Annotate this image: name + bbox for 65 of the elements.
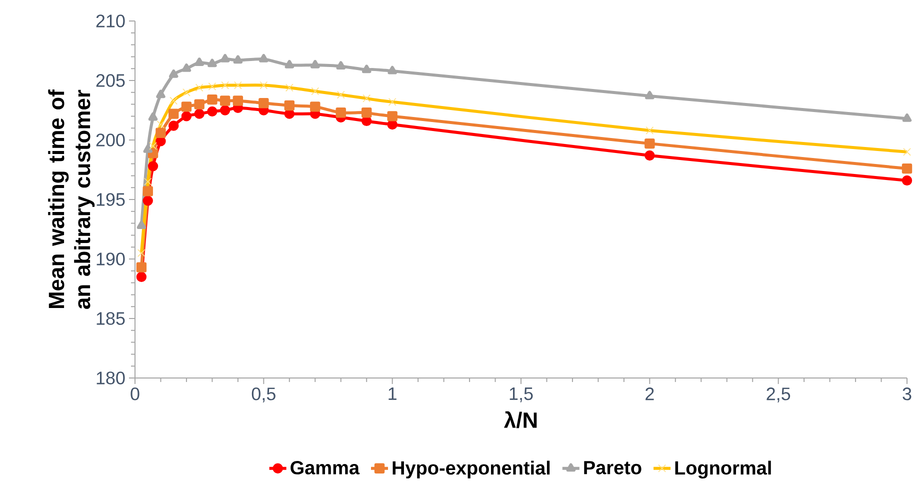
x-tick-label: 0 <box>130 388 140 400</box>
y-axis-title: Mean waiting time of an abitrary customer <box>48 89 95 309</box>
x-axis-title: λ/N <box>504 411 537 428</box>
point <box>644 138 655 149</box>
x-tick-label: 1,5 <box>510 388 533 402</box>
point <box>336 61 346 70</box>
point <box>136 220 146 229</box>
point <box>310 60 320 68</box>
point <box>902 163 912 174</box>
point <box>168 108 179 119</box>
legend-label: Hypo-exponential <box>392 460 550 478</box>
x-tick-label: 1 <box>388 388 396 400</box>
point <box>902 175 912 186</box>
point <box>142 186 153 196</box>
point <box>233 55 243 64</box>
point <box>284 60 294 68</box>
point <box>182 63 192 72</box>
point <box>207 106 218 117</box>
x-tick-label: 2,5 <box>766 388 790 402</box>
y-tick-label: 205 <box>96 74 125 87</box>
legend-label: Gamma <box>290 460 360 474</box>
point <box>148 161 158 172</box>
x-tick-label: 0,5 <box>252 388 276 402</box>
point <box>388 66 397 74</box>
legend-label: Pareto <box>584 461 642 474</box>
point <box>181 111 192 122</box>
point <box>207 94 218 105</box>
point <box>156 90 166 98</box>
point <box>258 98 269 108</box>
y-tick-label: 180 <box>96 372 125 384</box>
point <box>181 102 192 112</box>
point <box>143 144 152 153</box>
point <box>902 113 912 122</box>
y-tick-label: 200 <box>96 134 125 146</box>
point <box>220 54 230 62</box>
point <box>156 128 166 138</box>
x-tick-label: 2 <box>646 388 654 400</box>
point <box>208 58 217 68</box>
point <box>645 90 654 100</box>
point <box>220 96 230 106</box>
y-tick-label: 195 <box>96 193 125 206</box>
point <box>142 196 153 206</box>
point <box>644 150 655 161</box>
point <box>387 111 398 122</box>
point <box>148 112 158 121</box>
point <box>194 99 204 110</box>
y-tick-label: 185 <box>96 312 125 325</box>
y-tick-label: 210 <box>96 14 125 28</box>
point <box>232 96 244 106</box>
point <box>136 272 147 282</box>
point <box>194 58 204 66</box>
x-tick-label: 3 <box>902 388 912 400</box>
point <box>168 69 178 78</box>
point <box>194 108 204 119</box>
point <box>284 100 295 111</box>
point <box>336 108 346 118</box>
y-tick-label: 190 <box>96 252 125 266</box>
point <box>220 105 230 116</box>
point <box>136 262 147 272</box>
point <box>362 64 372 74</box>
point <box>168 120 179 131</box>
point <box>362 108 372 118</box>
legend-label: Lognormal <box>675 460 771 479</box>
point <box>310 102 320 112</box>
point <box>259 54 268 62</box>
